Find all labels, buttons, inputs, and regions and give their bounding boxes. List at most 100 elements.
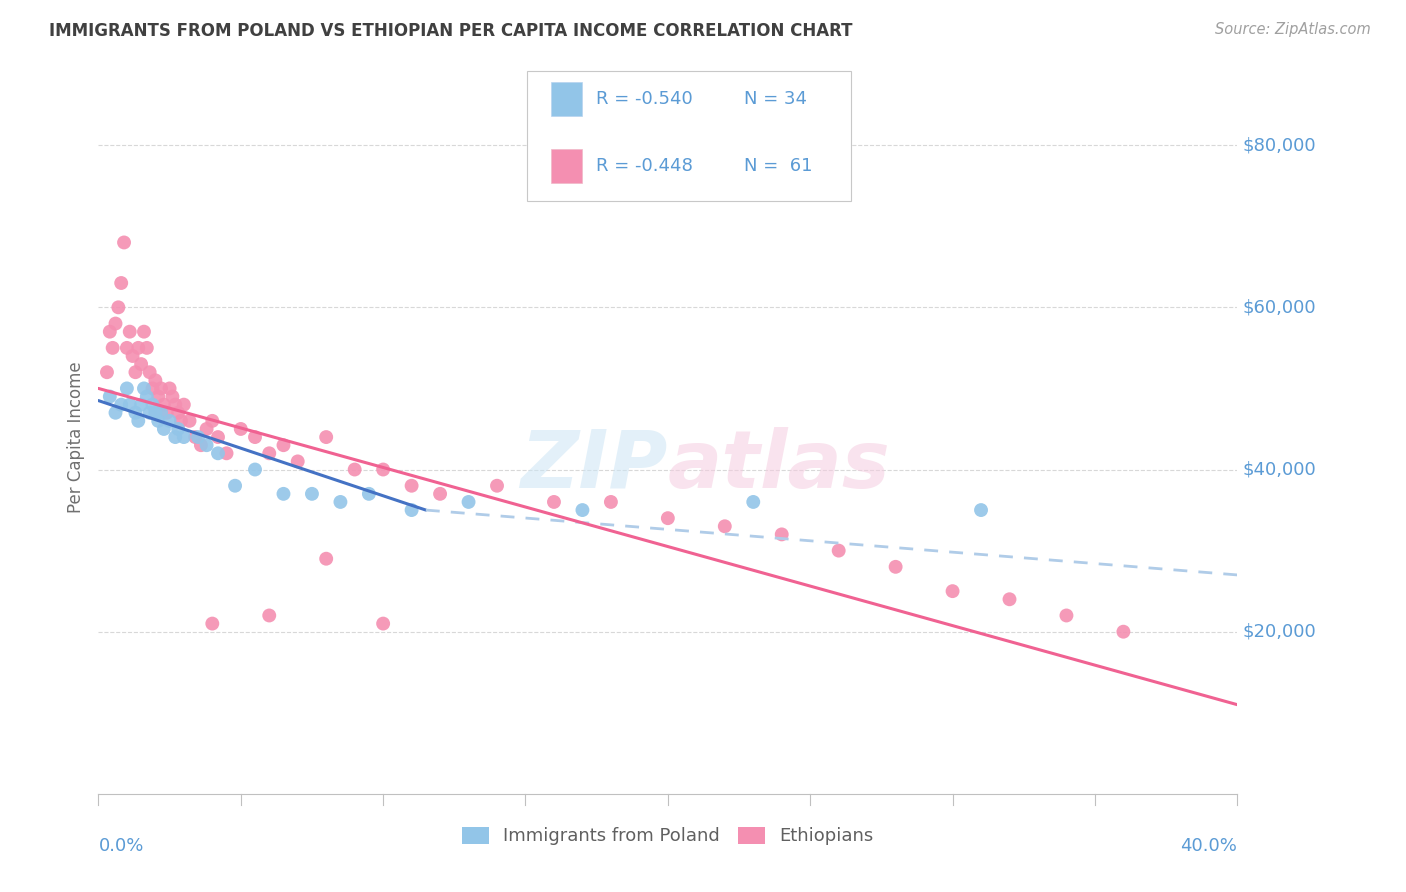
Point xyxy=(273,438,295,452)
Point xyxy=(201,616,224,631)
Text: IMMIGRANTS FROM POLAND VS ETHIOPIAN PER CAPITA INCOME CORRELATION CHART: IMMIGRANTS FROM POLAND VS ETHIOPIAN PER … xyxy=(49,22,852,40)
Point xyxy=(127,414,149,428)
Point xyxy=(429,487,451,501)
Point xyxy=(132,381,155,395)
Point xyxy=(190,438,212,452)
Text: 40.0%: 40.0% xyxy=(1181,837,1237,855)
Point xyxy=(129,398,152,412)
Point xyxy=(942,584,965,599)
Y-axis label: Per Capita Income: Per Capita Income xyxy=(67,361,86,513)
Point xyxy=(401,479,423,493)
Point xyxy=(104,406,127,420)
Point xyxy=(124,406,146,420)
Point xyxy=(138,406,160,420)
Legend: Immigrants from Poland, Ethiopians: Immigrants from Poland, Ethiopians xyxy=(454,820,882,853)
Point xyxy=(159,414,181,428)
Point xyxy=(153,422,176,436)
Point xyxy=(145,406,167,420)
Point xyxy=(315,430,337,444)
Point xyxy=(135,341,157,355)
Point xyxy=(215,446,238,460)
Point xyxy=(135,390,157,404)
Point xyxy=(98,325,121,339)
Point xyxy=(543,495,565,509)
Point xyxy=(287,454,309,468)
Text: atlas: atlas xyxy=(668,426,890,505)
Text: $60,000: $60,000 xyxy=(1243,298,1316,317)
Point xyxy=(259,446,281,460)
Point xyxy=(162,390,184,404)
Point xyxy=(167,422,190,436)
Point xyxy=(1056,608,1078,623)
Point xyxy=(129,357,152,371)
Point xyxy=(207,430,229,444)
Point xyxy=(112,235,135,250)
Point xyxy=(770,527,793,541)
Point xyxy=(118,398,141,412)
Point xyxy=(165,430,187,444)
Point xyxy=(141,398,163,412)
Point xyxy=(224,479,246,493)
Point xyxy=(115,341,138,355)
Point xyxy=(156,406,179,420)
Point xyxy=(138,365,160,379)
Point xyxy=(159,381,181,395)
Point xyxy=(315,551,337,566)
Point xyxy=(184,430,207,444)
Point xyxy=(657,511,679,525)
Point xyxy=(195,422,218,436)
Text: $40,000: $40,000 xyxy=(1243,460,1317,478)
Point xyxy=(357,487,380,501)
Point xyxy=(1112,624,1135,639)
Text: N = 34: N = 34 xyxy=(744,90,807,108)
Point xyxy=(243,430,266,444)
Point xyxy=(110,276,132,290)
Text: ZIP: ZIP xyxy=(520,426,668,505)
Point xyxy=(121,349,143,363)
Point xyxy=(329,495,352,509)
Point xyxy=(96,365,118,379)
Text: $20,000: $20,000 xyxy=(1243,623,1317,640)
Point xyxy=(148,414,170,428)
Text: Source: ZipAtlas.com: Source: ZipAtlas.com xyxy=(1215,22,1371,37)
Point xyxy=(107,301,129,315)
Text: $80,000: $80,000 xyxy=(1243,136,1316,154)
Point xyxy=(165,398,187,412)
Point xyxy=(110,398,132,412)
Point xyxy=(373,462,395,476)
Point xyxy=(127,341,149,355)
Point xyxy=(153,398,176,412)
Point xyxy=(124,365,146,379)
Point xyxy=(132,325,155,339)
Point xyxy=(207,446,229,460)
Text: N =  61: N = 61 xyxy=(744,157,813,175)
Point xyxy=(150,381,173,395)
Point xyxy=(457,495,479,509)
Point xyxy=(600,495,623,509)
Point xyxy=(101,341,124,355)
Text: 0.0%: 0.0% xyxy=(98,837,143,855)
Point xyxy=(148,390,170,404)
Point xyxy=(187,430,209,444)
Point xyxy=(884,559,907,574)
Text: R = -0.540: R = -0.540 xyxy=(596,90,693,108)
Point xyxy=(170,414,193,428)
Point xyxy=(167,406,190,420)
Point xyxy=(229,422,252,436)
Point xyxy=(118,325,141,339)
Point xyxy=(115,381,138,395)
Point xyxy=(201,414,224,428)
Text: R = -0.448: R = -0.448 xyxy=(596,157,693,175)
Point xyxy=(173,430,195,444)
Point xyxy=(98,390,121,404)
Point xyxy=(486,479,509,493)
Point xyxy=(141,381,163,395)
Point xyxy=(195,438,218,452)
Point xyxy=(243,462,266,476)
Point xyxy=(401,503,423,517)
Point xyxy=(150,406,173,420)
Point xyxy=(343,462,366,476)
Point xyxy=(273,487,295,501)
Point xyxy=(970,503,993,517)
Point xyxy=(173,398,195,412)
